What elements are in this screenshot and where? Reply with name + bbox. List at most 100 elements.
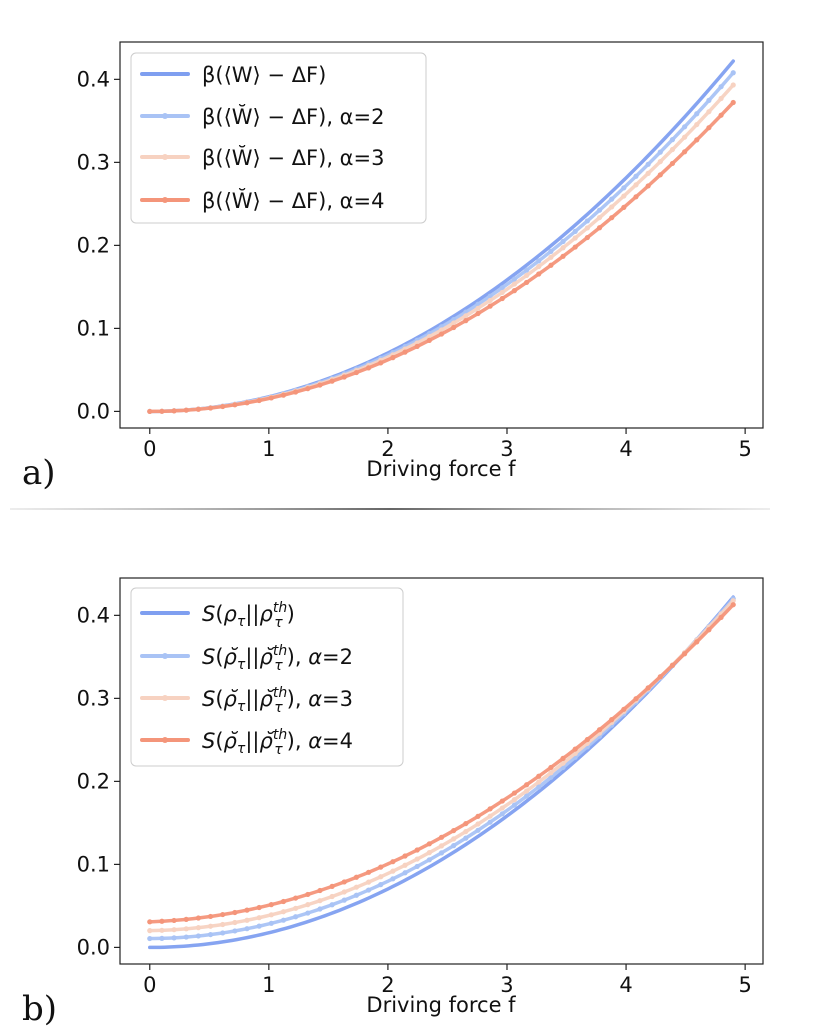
series-point-b-1 xyxy=(220,930,226,936)
series-point-b-3 xyxy=(317,887,323,894)
curves-b xyxy=(147,595,736,950)
legend-b: S(ρτ||ρth τ) S(ρ̆τ||ρ̆th τ), α=2 S(ρ̆τ||ρ̆… xyxy=(130,587,404,767)
series-point-b-2 xyxy=(438,843,445,849)
legend-entry-a-0: β(⟨W⟩ − ΔF) xyxy=(140,63,326,87)
series-point-b-2 xyxy=(365,879,372,885)
series-point-b-3 xyxy=(268,902,274,908)
series-point-a-1 xyxy=(682,124,688,130)
series-point-a-2 xyxy=(511,281,518,287)
y-tick-label: 0.2 xyxy=(77,233,110,257)
series-point-b-1 xyxy=(293,914,299,920)
series-point-b-2 xyxy=(280,909,287,915)
series-point-b-2 xyxy=(293,905,299,911)
series-point-a-3 xyxy=(159,408,165,414)
series-point-b-3 xyxy=(171,917,177,924)
series-point-a-1 xyxy=(499,285,505,291)
series-point-b-1 xyxy=(438,850,445,856)
series-point-b-2 xyxy=(317,898,323,904)
series-point-a-2 xyxy=(682,134,688,140)
series-point-a-2 xyxy=(451,320,457,326)
series-point-a-3 xyxy=(548,262,554,268)
x-tick-label: 5 xyxy=(738,973,751,997)
panel-b: 0 1 2 3 4 5 0.0 0.1 0.2 0.3 0.4 Driving force f b… xyxy=(22,577,764,1028)
series-point-b-3 xyxy=(536,773,542,779)
series-point-b-2 xyxy=(475,821,481,827)
series-point-b-1 xyxy=(159,935,165,941)
series-point-a-3 xyxy=(280,392,287,398)
series-point-a-3 xyxy=(487,303,493,309)
series-point-b-3 xyxy=(159,918,165,924)
series-point-a-3 xyxy=(305,386,311,392)
series-point-b-2 xyxy=(536,779,542,785)
series-point-a-3 xyxy=(244,400,250,406)
series-point-a-3 xyxy=(268,395,274,401)
series-point-a-2 xyxy=(706,109,712,115)
series-point-b-3 xyxy=(426,841,432,847)
y-axis-ticks-a: 0.0 0.1 0.2 0.3 0.4 xyxy=(77,67,120,423)
series-point-b-3 xyxy=(207,913,214,920)
series-point-a-3 xyxy=(633,194,639,200)
series-point-a-1 xyxy=(669,137,676,143)
series-point-b-3 xyxy=(232,909,238,916)
series-point-a-3 xyxy=(596,225,603,231)
series-point-a-1 xyxy=(548,248,554,254)
series-point-b-3 xyxy=(414,847,420,853)
series-point-a-2 xyxy=(487,297,493,304)
series-point-a-3 xyxy=(560,253,566,259)
series-point-b-2 xyxy=(147,928,153,934)
series-point-b-2 xyxy=(232,919,238,926)
y-tick-label: 0.0 xyxy=(77,399,110,423)
series-point-a-3 xyxy=(390,355,396,361)
series-point-a-1 xyxy=(621,185,627,191)
series-point-b-2 xyxy=(451,836,457,842)
series-point-a-3 xyxy=(293,389,299,395)
series-point-a-3 xyxy=(402,349,408,355)
series-point-a-2 xyxy=(475,305,481,311)
series-point-b-1 xyxy=(548,774,554,780)
series-point-b-2 xyxy=(353,884,360,890)
legend-marker-a-1 xyxy=(162,113,168,119)
series-point-a-3 xyxy=(451,324,457,331)
series-point-a-3 xyxy=(645,183,651,189)
x-axis-title-a: Driving force f xyxy=(366,457,516,481)
series-point-b-2 xyxy=(730,598,736,604)
series-point-a-3 xyxy=(621,204,627,210)
series-point-b-2 xyxy=(414,856,420,862)
series-point-b-3 xyxy=(694,639,700,645)
series-point-b-3 xyxy=(353,874,360,880)
series-point-b-1 xyxy=(280,917,287,923)
series-point-b-1 xyxy=(341,897,347,903)
series-point-a-3 xyxy=(171,408,177,414)
panel-label-b: b) xyxy=(22,989,57,1028)
series-point-a-1 xyxy=(730,70,736,76)
y-tick-label: 0.4 xyxy=(77,67,110,91)
series-point-b-2 xyxy=(329,893,335,900)
series-point-b-3 xyxy=(256,904,262,911)
series-point-b-3 xyxy=(451,827,457,834)
series-point-b-2 xyxy=(390,868,396,874)
series-point-b-2 xyxy=(402,862,408,868)
x-tick-label: 4 xyxy=(619,973,632,997)
series-point-b-1 xyxy=(487,819,493,825)
series-point-a-2 xyxy=(609,204,615,210)
series-point-b-3 xyxy=(645,685,651,691)
series-point-b-3 xyxy=(365,869,372,875)
series-point-a-3 xyxy=(463,318,469,324)
series-point-b-2 xyxy=(487,813,493,819)
series-point-b-3 xyxy=(438,834,445,840)
legend-label-b-1: S(ρ̆τ||ρ̆th τ), α=2 xyxy=(202,643,353,674)
series-point-a-1 xyxy=(633,173,639,179)
series-point-b-3 xyxy=(402,853,408,859)
legend-marker-a-2 xyxy=(162,154,168,160)
legend-label-a-3: β(⟨W̆⟩ − ΔF), α=4 xyxy=(202,188,384,213)
series-point-b-1 xyxy=(499,811,505,817)
series-point-b-3 xyxy=(390,859,396,865)
legend-label-b-2: S(ρ̆τ||ρ̆th τ), α=3 xyxy=(202,685,353,716)
series-point-b-3 xyxy=(293,895,299,901)
series-point-a-1 xyxy=(657,149,663,155)
series-point-b-3 xyxy=(657,674,663,680)
series-point-b-3 xyxy=(183,916,189,922)
series-point-a-3 xyxy=(438,331,445,337)
series-point-a-3 xyxy=(426,337,432,343)
series-point-a-3 xyxy=(232,402,238,408)
